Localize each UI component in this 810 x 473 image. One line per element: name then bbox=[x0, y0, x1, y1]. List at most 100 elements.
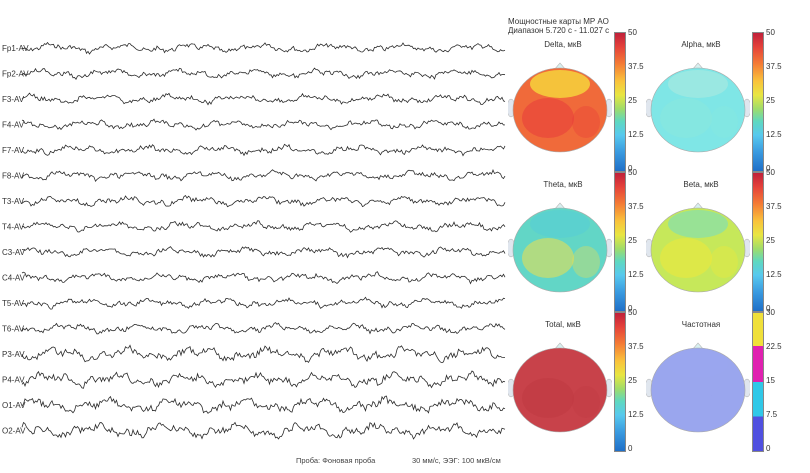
scale-tick-label: 0 bbox=[766, 304, 771, 313]
channel-label: O2-AV bbox=[2, 427, 26, 436]
scale-tick-label: 37.5 bbox=[628, 202, 644, 211]
channel-label: O1-AV bbox=[2, 401, 26, 410]
eeg-waveform bbox=[21, 246, 506, 259]
scale-tick-label: 0 bbox=[628, 304, 633, 313]
eeg-waveform bbox=[21, 41, 506, 55]
channel-label: F8-AV bbox=[2, 172, 25, 181]
eeg-channel: O1-AV bbox=[2, 395, 506, 414]
scale-tick-label: 0 bbox=[766, 444, 771, 453]
scale-tick-label: 37.5 bbox=[766, 62, 782, 71]
eeg-waveform bbox=[21, 92, 506, 106]
eeg-waveform bbox=[21, 195, 506, 208]
eeg-channel: P4-AV bbox=[2, 370, 506, 389]
channel-label: T4-AV bbox=[2, 223, 25, 232]
channel-label: T5-AV bbox=[2, 299, 25, 308]
eeg-waveform bbox=[21, 395, 506, 414]
eeg-channel: T4-AV bbox=[2, 220, 506, 233]
scale-tick-label: 50 bbox=[766, 168, 775, 177]
eeg-channel: F7-AV bbox=[2, 143, 506, 157]
channel-label: Fp2-AV bbox=[2, 70, 29, 79]
eeg-waveform bbox=[21, 169, 506, 182]
scale-tick-label: 50 bbox=[628, 28, 637, 37]
color-scale-bar bbox=[752, 312, 764, 452]
eeg-waveform bbox=[21, 370, 506, 389]
eeg-channel: T5-AV bbox=[2, 296, 506, 310]
eeg-waveform bbox=[21, 67, 506, 81]
channel-label: T6-AV bbox=[2, 325, 25, 334]
eeg-channel: F3-AV bbox=[2, 92, 506, 106]
eeg-waveform bbox=[21, 271, 506, 285]
map-title: Beta, мкВ bbox=[683, 180, 719, 189]
eeg-channel: F4-AV bbox=[2, 118, 506, 131]
scale-tick-label: 25 bbox=[628, 96, 637, 105]
scale-tick-label: 50 bbox=[628, 308, 637, 317]
channel-label: Fp1-AV bbox=[2, 44, 29, 53]
eeg-channel: T6-AV bbox=[2, 322, 506, 335]
eeg-channel: Fp1-AV bbox=[2, 41, 506, 55]
map-title: Delta, мкВ bbox=[544, 40, 582, 49]
channel-label: P4-AV bbox=[2, 376, 25, 385]
scale-tick-label: 12.5 bbox=[766, 130, 782, 139]
channel-label: P3-AV bbox=[2, 350, 25, 359]
map-title: Alpha, мкВ bbox=[681, 40, 721, 49]
eeg-waveform bbox=[21, 421, 506, 440]
scale-tick-label: 37.5 bbox=[628, 62, 644, 71]
channel-label: T3-AV bbox=[2, 197, 25, 206]
scale-tick-label: 25 bbox=[628, 376, 637, 385]
scale-tick-label: 12.5 bbox=[766, 270, 782, 279]
channel-label: F3-AV bbox=[2, 95, 25, 104]
map-title: Total, мкВ bbox=[545, 320, 581, 329]
channel-label: C3-AV bbox=[2, 248, 26, 257]
eeg-channel: F8-AV bbox=[2, 169, 506, 182]
color-scale-bar bbox=[614, 312, 626, 452]
map-title: Частотная bbox=[681, 320, 721, 329]
scalp-map bbox=[646, 62, 750, 153]
scale-tick-label: 12.5 bbox=[628, 130, 644, 139]
channel-label: F7-AV bbox=[2, 146, 25, 155]
eeg-waveform bbox=[21, 322, 506, 335]
color-scale-bar bbox=[752, 32, 764, 172]
scale-tick-label: 0 bbox=[628, 164, 633, 173]
maps-header-range: Диапазон 5.720 с - 11.027 с bbox=[508, 26, 610, 35]
eeg-channel: C4-AV bbox=[2, 271, 506, 285]
eeg-channel: Fp2-AV bbox=[2, 67, 506, 81]
color-scale-bar bbox=[614, 32, 626, 172]
eeg-channel: T3-AV bbox=[2, 195, 506, 208]
recording-settings: 30 мм/с, ЭЭГ: 100 мкВ/см bbox=[412, 456, 501, 465]
scalp-map bbox=[646, 202, 750, 293]
scale-tick-label: 22.5 bbox=[766, 342, 782, 351]
eeg-waveform bbox=[21, 220, 506, 233]
scale-tick-label: 25 bbox=[628, 236, 637, 245]
scale-tick-label: 0 bbox=[628, 444, 633, 453]
map-title: Theta, мкВ bbox=[543, 180, 583, 189]
scale-tick-label: 50 bbox=[766, 28, 775, 37]
scale-tick-label: 12.5 bbox=[628, 270, 644, 279]
color-scale-bar bbox=[752, 172, 764, 312]
color-scale-bar bbox=[614, 172, 626, 312]
scale-tick-label: 0 bbox=[766, 164, 771, 173]
scalp-map bbox=[508, 62, 612, 153]
eeg-channel: O2-AV bbox=[2, 421, 506, 440]
scale-tick-label: 25 bbox=[766, 96, 775, 105]
eeg-trace-panel: Fp1-AV Fp2-AV F3-AV F4-AV F7-AV F8-AV T3-AV T4-… bbox=[2, 41, 506, 440]
scale-tick-label: 37.5 bbox=[766, 202, 782, 211]
scalp-map bbox=[646, 342, 750, 433]
scalp-map bbox=[508, 342, 612, 433]
scale-tick-label: 25 bbox=[766, 236, 775, 245]
probe-label: Проба: Фоновая проба bbox=[296, 456, 376, 465]
scalp-map bbox=[508, 202, 612, 293]
scale-tick-label: 30 bbox=[766, 308, 775, 317]
scale-tick-label: 15 bbox=[766, 376, 775, 385]
scale-tick-label: 37.5 bbox=[628, 342, 644, 351]
channel-label: C4-AV bbox=[2, 274, 26, 283]
eeg-waveform bbox=[21, 344, 505, 364]
eeg-waveform bbox=[21, 143, 506, 157]
eeg-waveform bbox=[21, 296, 506, 310]
scale-tick-label: 12.5 bbox=[628, 410, 644, 419]
eeg-channel: C3-AV bbox=[2, 246, 506, 259]
scale-tick-label: 50 bbox=[628, 168, 637, 177]
eeg-channel: P3-AV bbox=[2, 344, 505, 364]
maps-header-title: Мощностные карты МР АО bbox=[508, 17, 609, 26]
channel-label: F4-AV bbox=[2, 121, 25, 130]
scale-tick-label: 7.5 bbox=[766, 410, 778, 419]
